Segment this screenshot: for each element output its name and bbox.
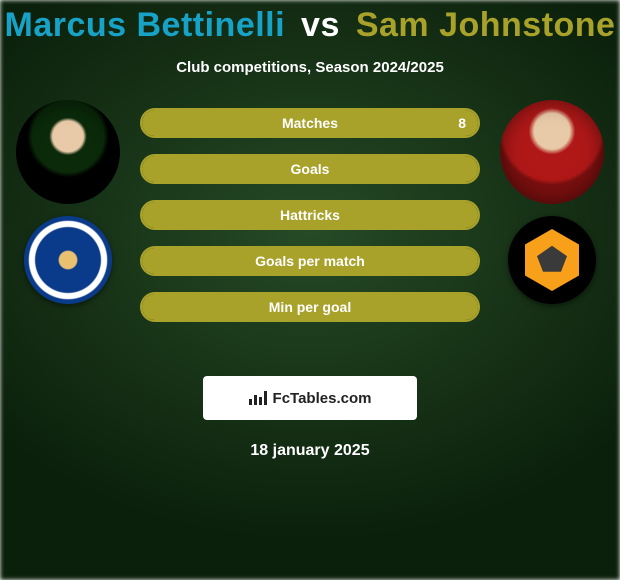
subtitle: Club competitions, Season 2024/2025: [0, 59, 620, 76]
brand-box: FcTables.com: [203, 376, 417, 420]
page-title: Marcus Bettinelli vs Sam Johnstone: [0, 0, 620, 45]
stat-row: Hattricks: [140, 200, 480, 230]
stat-label: Goals: [291, 161, 330, 177]
title-player1: Marcus Bettinelli: [5, 6, 286, 44]
stat-row: Min per goal: [140, 292, 480, 322]
wolves-hex-icon: [525, 229, 579, 291]
right-column: [492, 100, 612, 304]
left-column: [8, 100, 128, 304]
stat-label: Min per goal: [269, 299, 351, 315]
stat-value-player2: 8: [458, 115, 466, 131]
stat-row: Matches 8: [140, 108, 480, 138]
comparison-card: Marcus Bettinelli vs Sam Johnstone Club …: [0, 0, 620, 580]
main-area: Matches 8 Goals Hattricks Goals per match Min…: [0, 108, 620, 368]
stat-label: Hattricks: [280, 207, 340, 223]
title-vs: vs: [301, 6, 340, 44]
title-player2: Sam Johnstone: [356, 6, 616, 44]
player1-avatar: [16, 100, 120, 204]
stat-label: Matches: [282, 115, 338, 131]
date-label: 18 january 2025: [0, 442, 620, 460]
stat-bars: Matches 8 Goals Hattricks Goals per match Min…: [140, 108, 480, 338]
stat-row: Goals: [140, 154, 480, 184]
player2-club-crest: [508, 216, 596, 304]
player1-club-crest: [24, 216, 112, 304]
stat-row: Goals per match: [140, 246, 480, 276]
bar-chart-icon: [249, 391, 267, 405]
player2-avatar: [500, 100, 604, 204]
brand-text: FcTables.com: [273, 390, 372, 407]
stat-label: Goals per match: [255, 253, 365, 269]
